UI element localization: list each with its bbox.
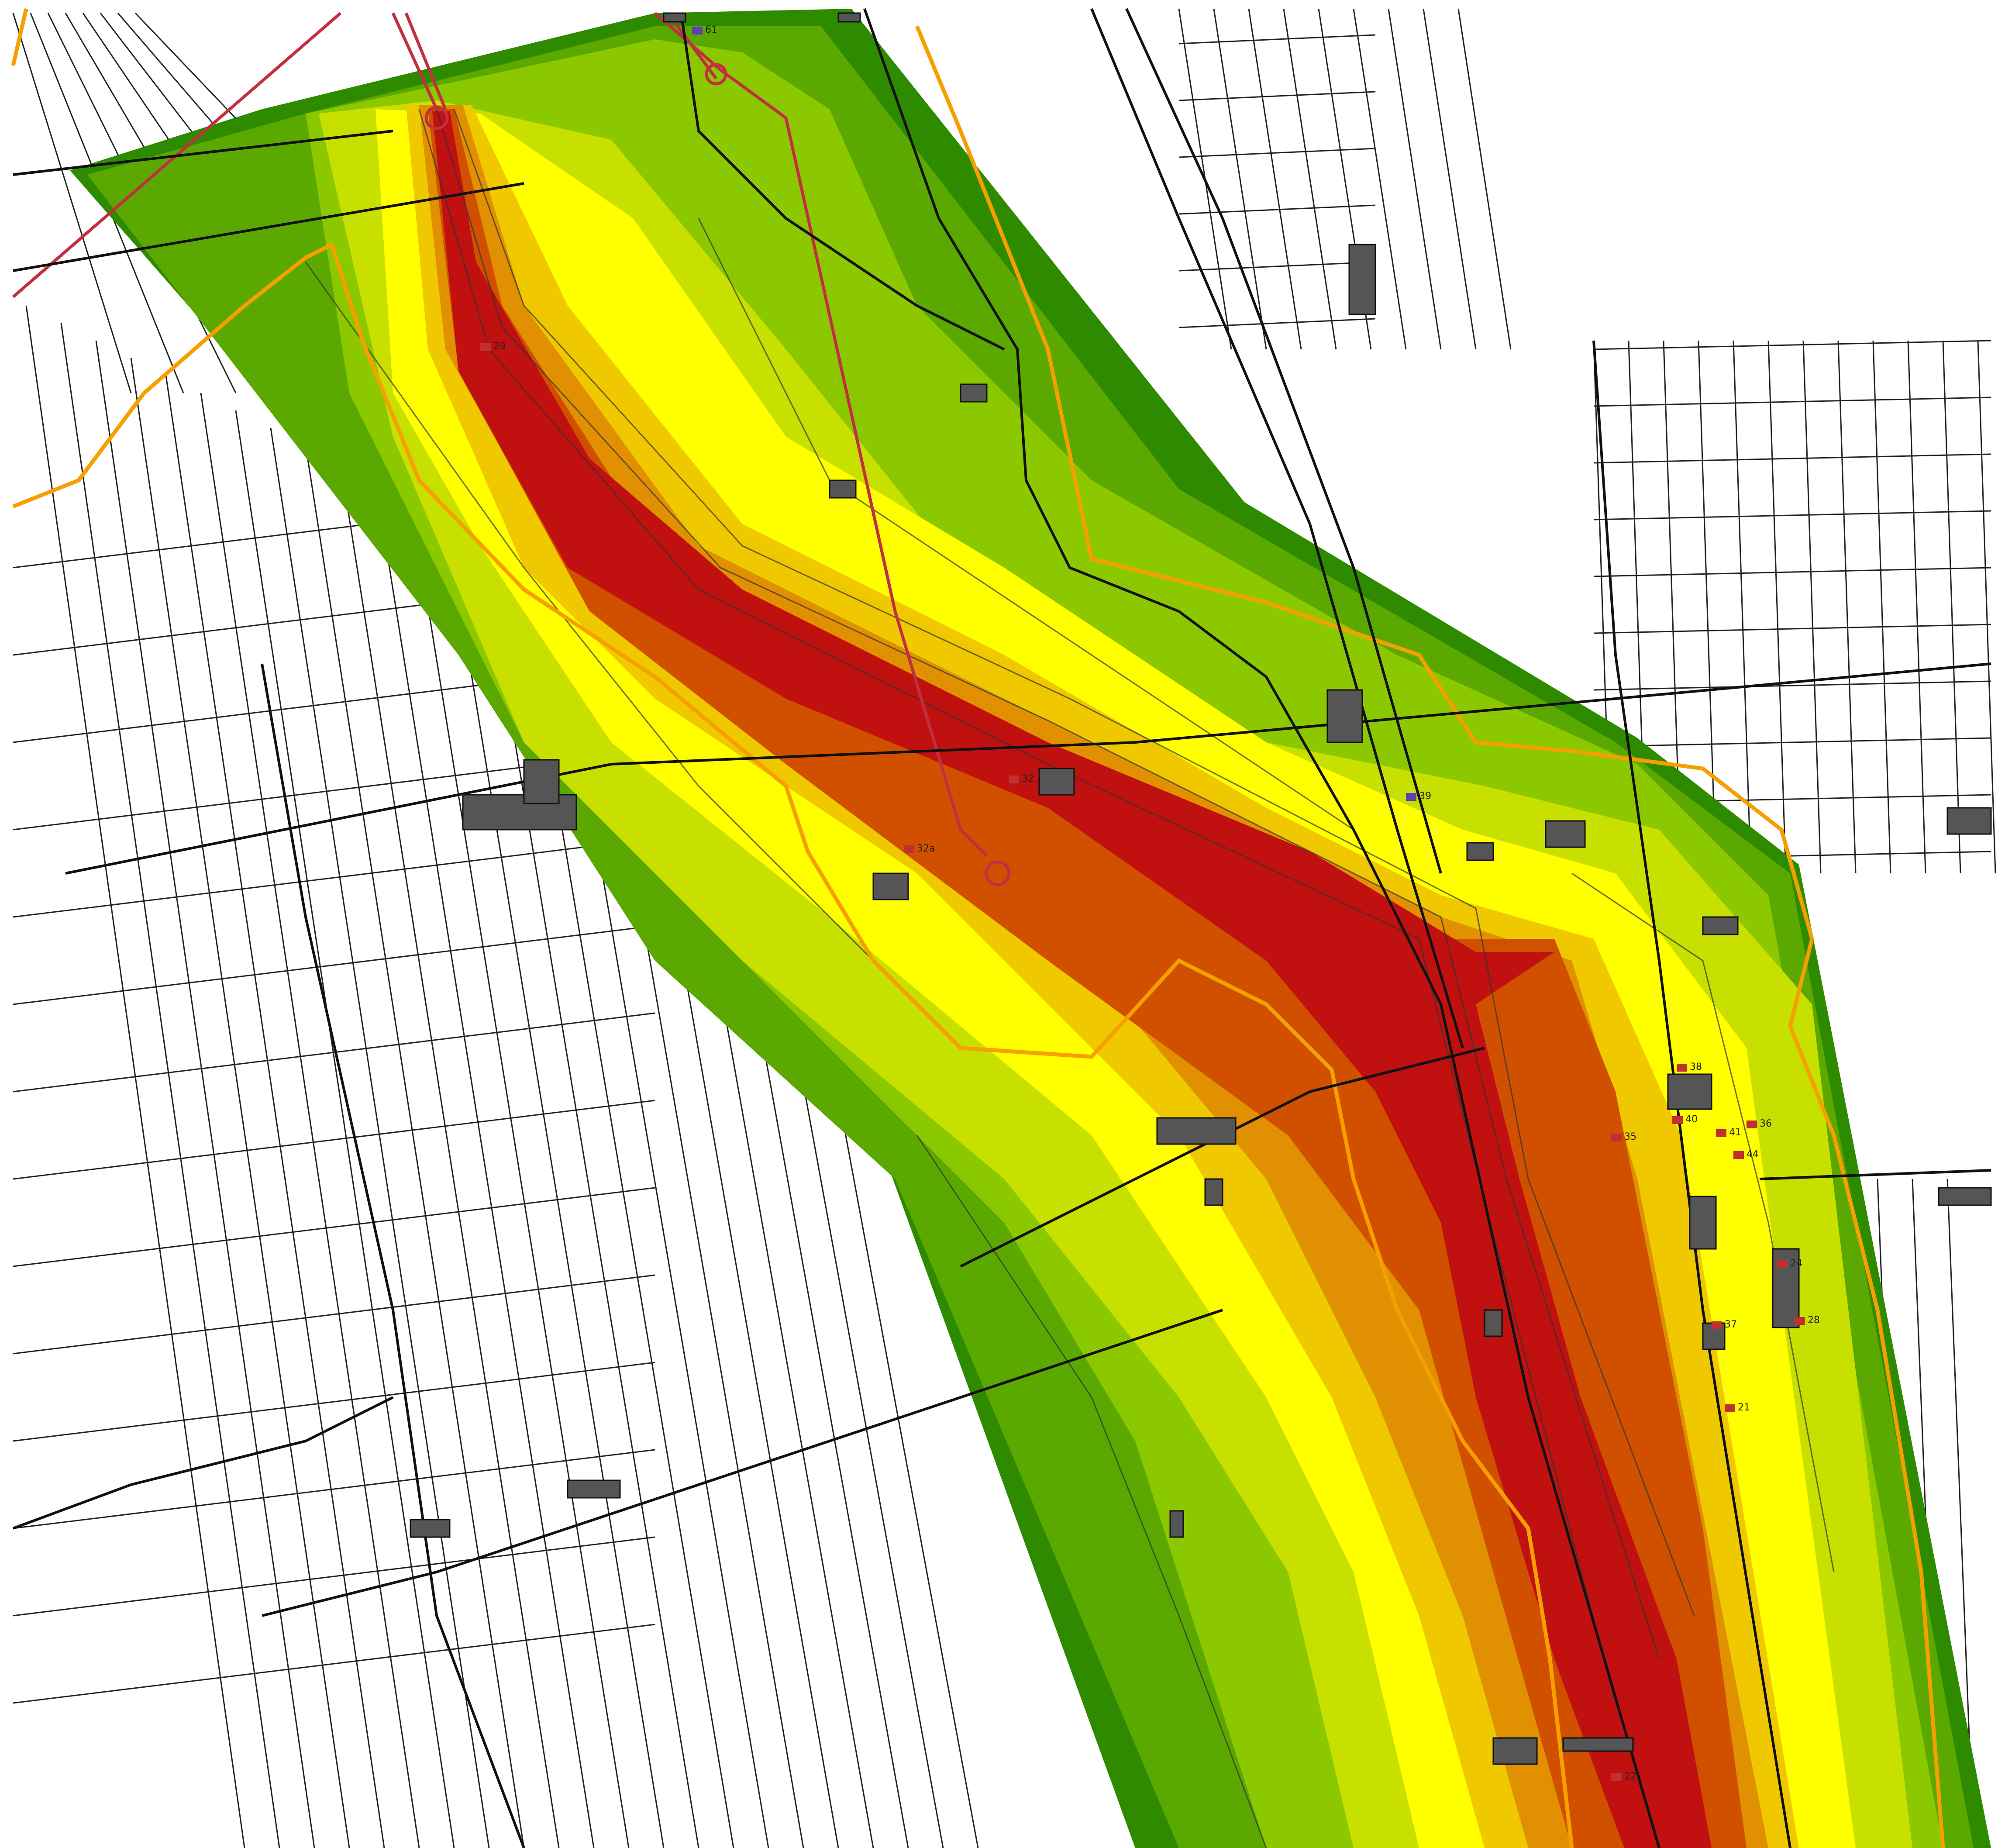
noise-band-7 [419, 105, 1768, 1848]
receptor-points: 61 29 32 32a 39 35 36 38 40 41 44 24 37 21 22 28 [480, 24, 1820, 1782]
building [1689, 1196, 1717, 1250]
receptor-label: 29 [493, 341, 506, 352]
receptor-label: 44 [1747, 1149, 1759, 1160]
building [1484, 1309, 1503, 1337]
building [872, 872, 909, 900]
building [1156, 1117, 1237, 1145]
building [837, 12, 861, 23]
building [1667, 1073, 1712, 1110]
receptor-label: 61 [705, 24, 717, 35]
receptor-label: 32a [917, 843, 935, 854]
receptor-label: 39 [1419, 791, 1431, 802]
building [567, 1479, 621, 1499]
receptor-marker [480, 343, 491, 351]
receptor-label: 22 [1624, 1771, 1636, 1782]
receptor-label: 41 [1729, 1127, 1741, 1138]
building [410, 1519, 451, 1538]
buildings [410, 12, 1992, 1765]
roads [12, 8, 1991, 1848]
receptor-marker [1712, 1321, 1722, 1329]
noise-contour-bands [70, 9, 1991, 1848]
receptor-marker [1733, 1151, 1744, 1159]
building [663, 12, 686, 23]
zone-boundary-line [11, 8, 1945, 1848]
receptor-label: 40 [1685, 1114, 1698, 1125]
receptor-marker [1672, 1116, 1683, 1124]
building [1946, 807, 1992, 835]
building [1545, 820, 1586, 848]
receptor-marker [1009, 776, 1019, 783]
building [1326, 689, 1363, 743]
building [1348, 244, 1376, 315]
building [960, 383, 988, 403]
receptor-label: 35 [1624, 1131, 1636, 1142]
receptor-marker [1795, 1317, 1805, 1325]
receptor-marker [1725, 1404, 1735, 1412]
building [1466, 842, 1494, 861]
building [523, 759, 560, 804]
receptor-marker [904, 845, 914, 853]
building [1938, 1187, 1992, 1206]
receptor-marker [1677, 1064, 1687, 1072]
noise-band-9-motorway-core [432, 111, 1712, 1848]
receptor-label: 24 [1790, 1258, 1802, 1269]
noise-band-8 [428, 109, 1747, 1848]
receptor-label: 37 [1725, 1319, 1737, 1330]
receptor-label: 32 [1022, 773, 1034, 784]
building [1204, 1178, 1223, 1206]
receptor-label: 38 [1690, 1062, 1702, 1072]
receptor-marker [692, 27, 703, 34]
building [1492, 1737, 1538, 1765]
building [829, 479, 857, 499]
receptor-marker [1611, 1134, 1622, 1141]
receptor-label: 36 [1760, 1118, 1772, 1129]
receptor-marker [1716, 1129, 1726, 1137]
receptor-marker [1777, 1260, 1788, 1268]
building [1562, 1737, 1634, 1752]
receptor-marker [1611, 1773, 1622, 1781]
pipeline-lines [12, 12, 1011, 886]
building [1169, 1510, 1184, 1538]
building [1038, 768, 1075, 796]
receptor-marker [1747, 1121, 1757, 1128]
receptor-label: 21 [1738, 1402, 1750, 1413]
building [1702, 916, 1739, 935]
receptor-marker [1406, 793, 1416, 801]
receptor-label: 28 [1808, 1315, 1820, 1326]
